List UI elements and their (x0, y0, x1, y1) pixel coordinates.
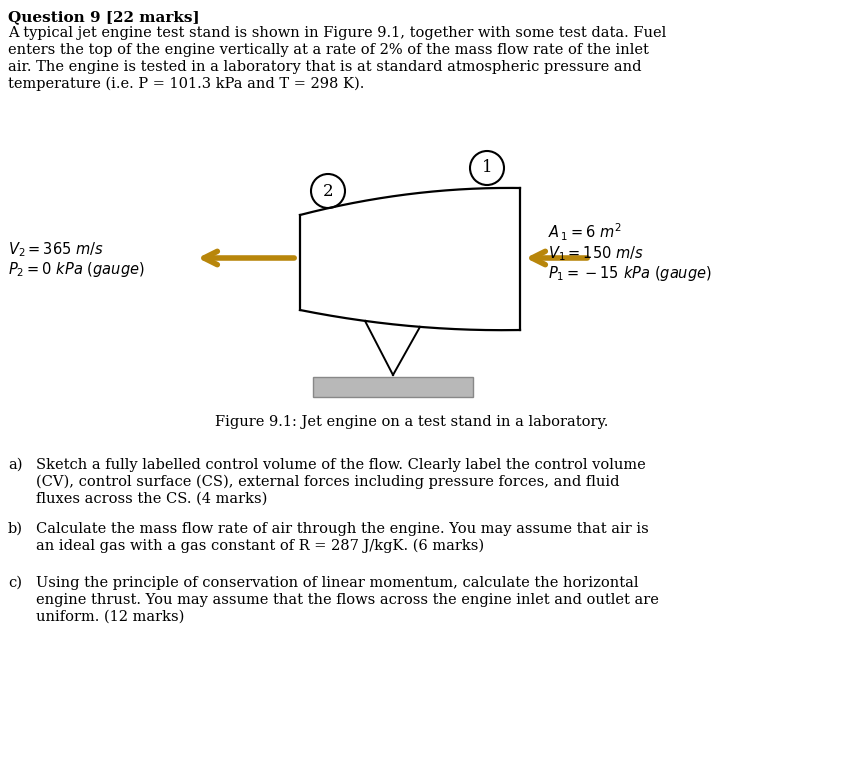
Text: (CV), control surface (CS), external forces including pressure forces, and fluid: (CV), control surface (CS), external for… (36, 475, 619, 489)
Text: Sketch a fully labelled control volume of the flow. Clearly label the control vo: Sketch a fully labelled control volume o… (36, 458, 646, 472)
Text: Calculate the mass flow rate of air through the engine. You may assume that air : Calculate the mass flow rate of air thro… (36, 522, 649, 536)
Text: $P_1 = -15\ kPa\ \mathit{(gauge)}$: $P_1 = -15\ kPa\ \mathit{(gauge)}$ (548, 264, 712, 283)
Text: Figure 9.1: Jet engine on a test stand in a laboratory.: Figure 9.1: Jet engine on a test stand i… (216, 415, 609, 429)
Text: engine thrust. You may assume that the flows across the engine inlet and outlet : engine thrust. You may assume that the f… (36, 593, 659, 607)
Text: $P_2 = 0\ kPa\ \mathit{(gauge)}$: $P_2 = 0\ kPa\ \mathit{(gauge)}$ (8, 260, 144, 279)
Text: enters the top of the engine vertically at a rate of 2% of the mass flow rate of: enters the top of the engine vertically … (8, 43, 649, 57)
Text: a): a) (8, 458, 22, 472)
Text: Using the principle of conservation of linear momentum, calculate the horizontal: Using the principle of conservation of l… (36, 576, 638, 590)
Text: c): c) (8, 576, 22, 590)
Text: air. The engine is tested in a laboratory that is at standard atmospheric pressu: air. The engine is tested in a laborator… (8, 60, 642, 74)
Text: temperature (i.e. P = 101.3 kPa and T = 298 K).: temperature (i.e. P = 101.3 kPa and T = … (8, 77, 364, 91)
Text: $V_1 = 150\ m/s$: $V_1 = 150\ m/s$ (548, 244, 644, 263)
Text: $V_2 = 365\ m/s$: $V_2 = 365\ m/s$ (8, 240, 104, 258)
Text: 1: 1 (482, 160, 492, 176)
Text: 2: 2 (323, 182, 333, 200)
Text: fluxes across the CS. (4 marks): fluxes across the CS. (4 marks) (36, 492, 267, 506)
Text: A typical jet engine test stand is shown in Figure 9.1, together with some test : A typical jet engine test stand is shown… (8, 26, 667, 40)
Text: uniform. (12 marks): uniform. (12 marks) (36, 610, 185, 624)
Text: $A_{\,1} = 6\ m^2$: $A_{\,1} = 6\ m^2$ (548, 222, 622, 243)
Bar (313, 377, 473, 397)
Text: an ideal gas with a gas constant of R = 287 J/kgK. (6 marks): an ideal gas with a gas constant of R = … (36, 539, 484, 553)
Text: b): b) (8, 522, 23, 536)
Text: Question 9 [22 marks]: Question 9 [22 marks] (8, 10, 199, 24)
